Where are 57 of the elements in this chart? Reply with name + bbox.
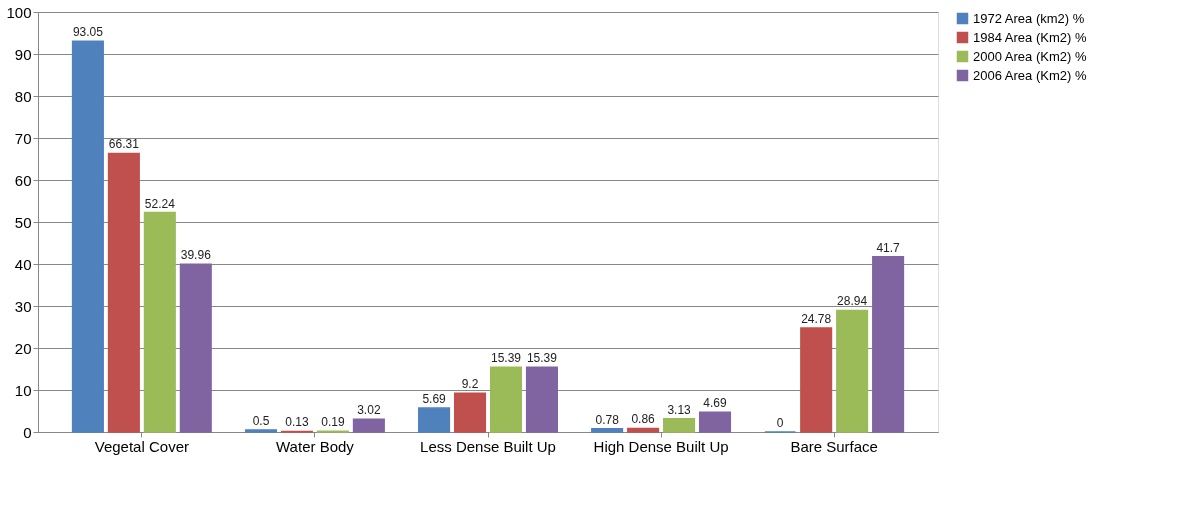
bar — [591, 427, 624, 433]
y-tick-label: 70 — [14, 129, 32, 147]
bar — [525, 366, 558, 433]
data-label: 15.39 — [490, 351, 522, 366]
bar — [627, 427, 660, 433]
data-label: 0.86 — [631, 412, 656, 427]
data-label: 0.19 — [321, 415, 345, 430]
bar — [179, 263, 212, 433]
bar — [418, 407, 451, 433]
legend-label: 1972 Area (km2) % — [973, 10, 1085, 26]
data-label: 0.78 — [595, 412, 620, 427]
y-tick-label: 50 — [14, 213, 32, 231]
data-label: 0.13 — [285, 415, 309, 430]
data-label: 0 — [776, 416, 784, 430]
bar — [71, 40, 104, 433]
bar — [453, 392, 487, 433]
bar — [872, 256, 905, 433]
y-tick-label: 10 — [14, 381, 32, 399]
y-tick-label: 30 — [14, 297, 32, 315]
bar — [244, 429, 278, 433]
bar — [836, 309, 869, 433]
data-label: 24.78 — [801, 311, 832, 326]
y-tick-label: 60 — [14, 171, 32, 189]
x-tick-label: High Dense Built Up — [593, 437, 729, 455]
data-label: 28.94 — [837, 294, 868, 309]
data-label: 15.39 — [526, 351, 558, 366]
y-tick-label: 40 — [14, 255, 32, 273]
bar — [698, 411, 732, 433]
y-tick-label: 80 — [14, 87, 32, 105]
data-label: 41.7 — [876, 240, 901, 255]
bar — [143, 211, 176, 433]
y-tick-label: 0 — [23, 423, 32, 441]
bar — [663, 418, 696, 433]
data-label: 5.69 — [422, 392, 447, 407]
data-label: 4.69 — [703, 396, 728, 411]
x-tick-label: Vegetal Cover — [94, 437, 189, 455]
bar — [800, 327, 833, 433]
y-tick-label: 20 — [14, 339, 32, 357]
data-label: 66.31 — [108, 137, 140, 152]
x-tick-label: Less Dense Built Up — [420, 437, 556, 455]
data-label: 52.24 — [144, 196, 176, 211]
legend-label: 2000 Area (Km2) % — [973, 48, 1087, 64]
bar — [489, 366, 523, 433]
data-label: 39.96 — [180, 248, 212, 263]
x-tick-label: Water Body — [276, 437, 355, 455]
data-label: 9.2 — [461, 377, 479, 392]
legend-label: 2006 Area (Km2) % — [973, 67, 1087, 83]
y-tick-label: 100 — [6, 3, 32, 21]
data-label: 3.13 — [667, 402, 692, 417]
legend-label: 1984 Area (Km2) % — [973, 29, 1087, 45]
x-tick-label: Bare Surface — [790, 437, 878, 455]
data-label: 3.02 — [357, 403, 381, 418]
data-label: 0.5 — [252, 413, 270, 428]
y-tick-label: 90 — [14, 45, 32, 63]
bar — [107, 152, 140, 433]
bar — [352, 418, 385, 433]
data-label: 93.05 — [72, 25, 104, 40]
